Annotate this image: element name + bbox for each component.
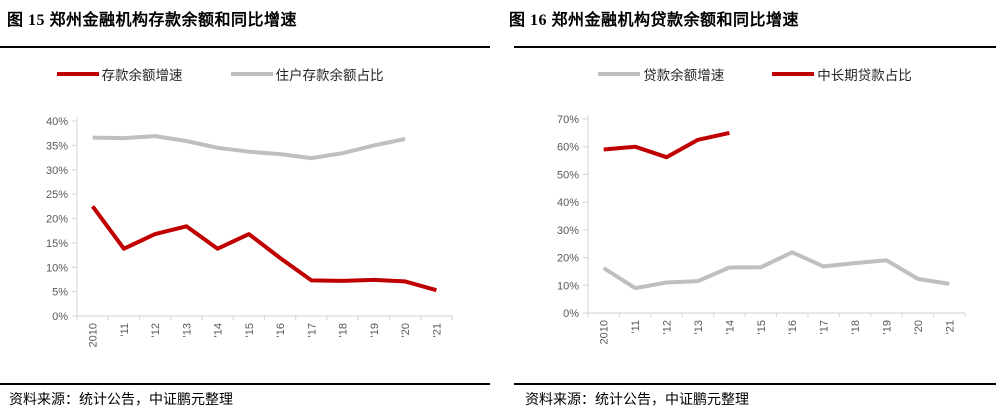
y-tick-label: 0% xyxy=(52,311,68,323)
figure-15-source-divider xyxy=(0,383,490,385)
y-tick-label: 10% xyxy=(46,262,68,274)
figure-16-title: 图 16 郑州金融机构贷款余额和同比增速 xyxy=(509,12,800,29)
figure-16-chart: 0% 10% 20% 30% 40% 50% 60% 70% 2010 '11 '12 '13 '14 '… xyxy=(557,114,966,344)
figure-16-legend: 贷款余额增速 中长期贷款占比 xyxy=(514,63,996,85)
y-tick-label: 70% xyxy=(557,114,579,126)
x-tick-label: '21 xyxy=(944,320,956,334)
y-tick-label: 30% xyxy=(46,165,68,177)
x-tick-label: '13 xyxy=(693,320,705,334)
x-tick-label: '16 xyxy=(787,320,799,334)
legend-line-swatch xyxy=(56,71,99,77)
figure-16-panel: 图 16 郑州金融机构贷款余额和同比增速 贷款余额增速 中长期贷款占比 0% 10%… xyxy=(509,0,996,415)
series-line-1 xyxy=(92,134,406,161)
legend-label: 住户存款余额占比 xyxy=(275,68,384,83)
y-tick-label: 20% xyxy=(46,214,68,226)
legend-item: 住户存款余额占比 xyxy=(230,64,384,84)
x-tick-label: '11 xyxy=(630,320,642,334)
y-tick-label: 50% xyxy=(557,169,579,181)
figure-16-source: 资料来源：统计公告，中证鹏元整理 xyxy=(525,393,749,408)
figure-15-source: 资料来源：统计公告，中证鹏元整理 xyxy=(9,393,233,408)
y-tick-label: 60% xyxy=(557,142,579,154)
y-tick-label: 35% xyxy=(46,140,68,152)
x-tick-label: '20 xyxy=(400,323,412,337)
series-line-0 xyxy=(602,250,950,291)
series-line-1 xyxy=(603,130,730,160)
x-tick-label: 2010 xyxy=(88,323,100,347)
legend-item: 中长期贷款占比 xyxy=(772,64,912,84)
x-tick-label: '19 xyxy=(369,323,381,337)
y-tick-label: 15% xyxy=(46,238,68,250)
x-tick-label: '14 xyxy=(213,323,225,337)
x-tick-label: '17 xyxy=(306,323,318,337)
y-tick-label: 5% xyxy=(52,287,68,299)
x-tick-label: '15 xyxy=(244,323,256,337)
figure-16-title-divider xyxy=(514,46,996,48)
x-tick-label: '11 xyxy=(119,323,131,337)
x-tick-label: '19 xyxy=(881,320,893,334)
legend-line-swatch xyxy=(598,71,641,77)
x-tick-label: '12 xyxy=(662,320,674,334)
legend-item: 贷款余额增速 xyxy=(598,64,724,84)
legend-label: 中长期贷款占比 xyxy=(817,68,912,83)
x-tick-label: '13 xyxy=(181,323,193,337)
y-tick-label: 40% xyxy=(557,197,579,209)
y-tick-label: 40% xyxy=(46,116,68,128)
x-tick-label: '18 xyxy=(338,323,350,337)
series-line-0 xyxy=(90,205,437,293)
x-tick-label: '16 xyxy=(275,323,287,337)
legend-line-swatch xyxy=(772,71,815,77)
figure-15-title-divider xyxy=(0,46,490,48)
legend-line-swatch xyxy=(230,71,273,77)
figure-15-legend: 存款余额增速 住户存款余额占比 xyxy=(0,63,490,85)
x-tick-label: '21 xyxy=(431,323,443,337)
figure-15-panel: 图 15 郑州金融机构存款余额和同比增速 存款余额增速 住户存款余额占比 0% 5%… xyxy=(0,0,490,415)
y-tick-label: 30% xyxy=(557,225,579,237)
y-tick-label: 0% xyxy=(563,308,579,320)
x-tick-label: '12 xyxy=(150,323,162,337)
y-tick-label: 25% xyxy=(46,189,68,201)
figure-15-title: 图 15 郑州金融机构存款余额和同比增速 xyxy=(7,12,298,29)
x-tick-label: '20 xyxy=(913,320,925,334)
legend-item: 存款余额增速 xyxy=(56,64,183,84)
x-tick-label: '14 xyxy=(724,320,736,334)
y-tick-label: 10% xyxy=(557,280,579,292)
figure-15-chart: 0% 5% 10% 15% 20% 25% 30% 35% 40% 2010 '11 '12 '13 '1… xyxy=(46,116,453,347)
legend-label: 贷款余额增速 xyxy=(643,68,725,83)
figure-16-source-divider xyxy=(514,383,996,385)
legend-label: 存款余额增速 xyxy=(101,68,183,83)
x-tick-label: '17 xyxy=(819,320,831,334)
y-tick-label: 20% xyxy=(557,253,579,265)
x-tick-label: '15 xyxy=(756,320,768,334)
x-tick-label: '18 xyxy=(850,320,862,334)
x-tick-label: 2010 xyxy=(599,320,611,344)
